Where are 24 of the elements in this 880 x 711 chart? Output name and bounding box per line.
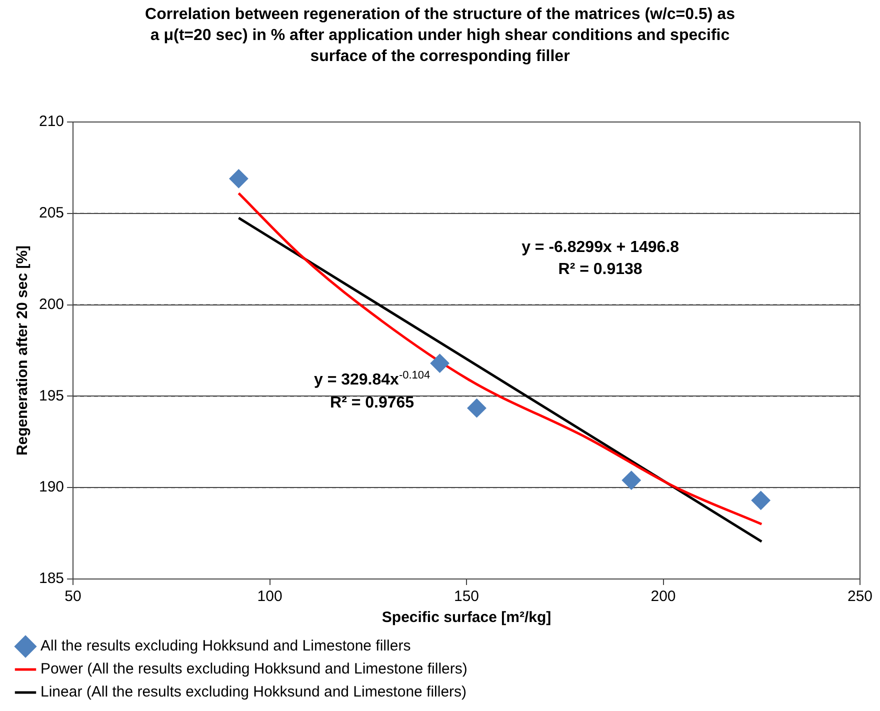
legend-label: Power (All the results excluding Hokksund and Limestone fillers): [40, 660, 468, 678]
point: [229, 169, 248, 188]
point: [751, 490, 770, 510]
y-tick-label: 185: [38, 570, 64, 588]
y-axis-title: Regeneration after 20 sec [%]: [14, 245, 32, 456]
y-tick-label: 210: [38, 113, 64, 130]
x-tick-label: 250: [847, 588, 873, 606]
x-tick-label: 200: [650, 588, 676, 606]
x-tick-label: 150: [454, 588, 480, 606]
x-tick-label: 100: [257, 588, 282, 606]
x-tick-label: 50: [64, 588, 82, 606]
annotation: y = 329.84x$^{-0.104}$ R² = 0.9765: [314, 368, 430, 413]
legend-label: Linear (All the results excluding Hokksund and Limestone fillers): [40, 684, 467, 701]
y-tick-label: 195: [38, 387, 64, 404]
point: [467, 398, 486, 418]
y-tick-label: 200: [38, 296, 64, 313]
point: [622, 470, 641, 490]
y-tick-label: 205: [38, 204, 64, 222]
x-axis-title: Specific surface [m²/kg]: [382, 609, 552, 626]
chart-title: Correlation between regeneration of the structure of the matrices (w/c=0.5) as a μ(t=20 sec) in % after application under high shear conditions and specific surface of the corresponding filler: [144, 5, 736, 67]
point: [430, 354, 450, 373]
annotation: y = -6.8299x + 1496.8 R² = 0.9138: [522, 238, 680, 280]
legend-label: All the results excluding Hokksund and Limestone fillers: [40, 638, 411, 655]
y-tick-label: 190: [38, 478, 64, 496]
